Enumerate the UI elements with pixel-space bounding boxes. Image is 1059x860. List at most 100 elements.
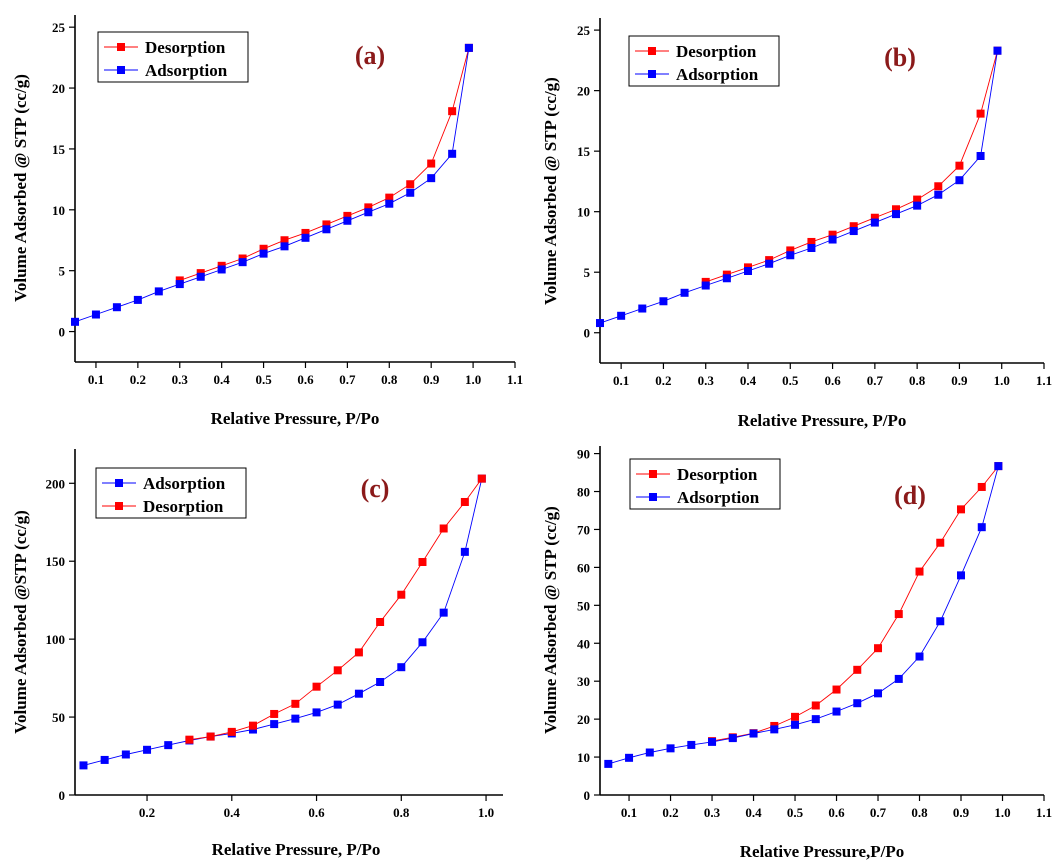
chart-panel: 0.1 0.2 0.3 0.4 0.5 0.6 0.7 0.8 0.9 1.0 1.1 0 5 10 15 2… [541, 18, 1052, 430]
data-point [312, 682, 321, 691]
y-tick-label: 0 [584, 788, 591, 803]
y-tick-label: 20 [577, 84, 590, 99]
legend-marker [115, 502, 123, 510]
data-point [270, 709, 279, 718]
chart-panel: 0.1 0.2 0.3 0.4 0.5 0.6 0.7 0.8 0.9 1.0 1.1 0 5 10 15 2… [11, 15, 523, 428]
data-point [112, 303, 121, 312]
data-point [708, 737, 717, 746]
data-point [770, 725, 779, 734]
data-point [343, 216, 352, 225]
data-point [687, 740, 696, 749]
data-point [280, 236, 289, 245]
data-point [957, 571, 966, 580]
y-tick-label: 0 [59, 788, 66, 803]
data-point [828, 230, 837, 239]
data-point [217, 265, 226, 274]
data-point [406, 180, 415, 189]
data-point [333, 666, 342, 675]
x-tick-label: 1.0 [478, 805, 494, 820]
chart-panel: 0.2 0.4 0.6 0.8 1.0 0 50 100 150 200 Relative Pres… [11, 449, 503, 859]
x-axis-title: Relative Pressure, P/Po [738, 411, 907, 430]
data-point [666, 744, 675, 753]
x-tick-label: 0.9 [951, 373, 968, 388]
data-point [913, 201, 922, 210]
data-point [79, 761, 88, 770]
data-point [448, 107, 457, 116]
data-point [786, 251, 795, 260]
legend-label: Desorption [677, 465, 758, 484]
data-point [791, 712, 800, 721]
data-point [807, 237, 816, 246]
data-point [364, 208, 373, 217]
data-point [185, 735, 194, 744]
data-point [133, 295, 142, 304]
data-point [936, 617, 945, 626]
data-point [100, 755, 109, 764]
y-tick-label: 0 [59, 325, 66, 340]
data-point [976, 109, 985, 118]
data-point [312, 708, 321, 717]
x-tick-label: 1.1 [1036, 805, 1052, 820]
data-point [791, 720, 800, 729]
data-point [722, 274, 731, 283]
legend-label: Adsorption [145, 61, 228, 80]
y-axis-title: Volume Adsorbed @ STP (cc/g) [541, 77, 560, 305]
legend-label: Adsorption [143, 474, 226, 493]
y-tick-label: 70 [577, 522, 590, 537]
y-tick-label: 200 [46, 476, 66, 491]
x-tick-label: 0.9 [423, 372, 440, 387]
data-point [957, 505, 966, 514]
x-tick-label: 0.4 [224, 805, 241, 820]
data-point [934, 182, 943, 191]
data-point [915, 567, 924, 576]
data-point [291, 699, 300, 708]
data-point [645, 748, 654, 757]
x-tick-label: 0.3 [698, 373, 715, 388]
x-tick-label: 1.0 [994, 805, 1010, 820]
x-tick-label: 0.4 [745, 805, 762, 820]
data-point [154, 287, 163, 296]
data-point [397, 663, 406, 672]
data-point [460, 547, 469, 556]
chart-panel: 0.1 0.2 0.3 0.4 0.5 0.6 0.7 0.8 0.9 1.0 1.1 0 10 20 30… [541, 446, 1052, 860]
x-tick-label: 0.6 [308, 805, 325, 820]
legend-marker [648, 70, 656, 78]
legend: Desorption Adsorption [628, 35, 780, 87]
x-tick-label: 0.5 [255, 372, 272, 387]
x-tick-label: 1.1 [1036, 373, 1052, 388]
x-axis-title: Relative Pressure,P/Po [740, 842, 905, 860]
data-point [832, 707, 841, 716]
y-tick-label: 25 [52, 20, 66, 35]
data-point [301, 233, 310, 242]
data-point [955, 161, 964, 170]
x-tick-label: 0.7 [870, 805, 887, 820]
panel-label: (d) [894, 481, 926, 510]
x-tick-label: 0.1 [613, 373, 629, 388]
y-tick-label: 20 [52, 81, 65, 96]
x-tick-label: 0.7 [867, 373, 884, 388]
x-tick-label: 0.8 [381, 372, 398, 387]
data-point [418, 638, 427, 647]
data-point [596, 319, 604, 328]
data-point [460, 497, 469, 506]
data-point [849, 227, 858, 236]
x-tick-label: 0.1 [621, 805, 637, 820]
legend-label: Desorption [676, 42, 757, 61]
data-point [874, 689, 883, 698]
data-point [849, 222, 858, 231]
series-line [83, 478, 483, 766]
y-axis-title: Volume Adsorbed @STP (cc/g) [11, 510, 30, 733]
legend-marker [115, 479, 123, 487]
series-line [608, 465, 999, 765]
data-point [701, 281, 710, 290]
data-point [270, 720, 279, 729]
y-tick-label: 0 [584, 326, 591, 341]
data-point [728, 734, 737, 743]
data-point [196, 272, 205, 281]
y-tick-label: 50 [52, 710, 65, 725]
x-tick-label: 0.2 [130, 372, 146, 387]
data-point [175, 280, 184, 289]
panel-label: (b) [884, 43, 916, 72]
x-tick-label: 1.1 [507, 372, 523, 387]
data-point [364, 203, 373, 212]
